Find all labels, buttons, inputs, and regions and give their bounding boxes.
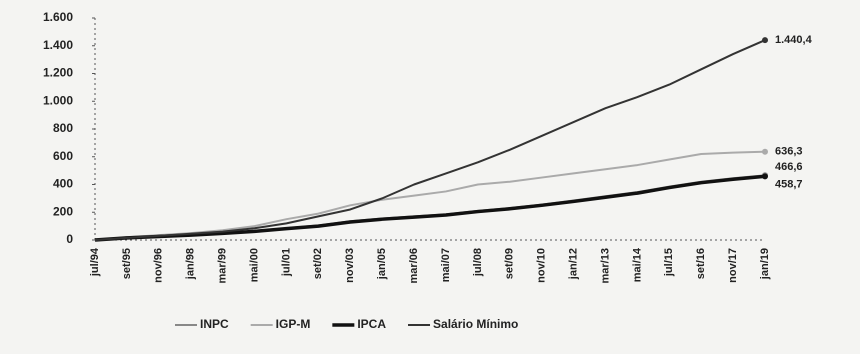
legend-label: IGP-M: [276, 317, 311, 331]
x-tick-label: nov/03: [344, 248, 356, 283]
end-marker: [762, 173, 768, 180]
value-label: 458,7: [775, 178, 803, 190]
y-tick-label: 1.600: [43, 10, 73, 24]
x-tick-label: jan/19: [759, 248, 771, 280]
y-tick-label: 1.200: [43, 66, 73, 80]
y-tick-label: 1.000: [43, 93, 73, 107]
x-tick-label: set/16: [695, 248, 707, 279]
x-tick-label: jan/98: [185, 248, 197, 280]
y-tick-label: 1.400: [43, 38, 73, 52]
x-tick-label: mar/13: [599, 248, 611, 283]
end-marker: [762, 148, 768, 155]
legend-label: Salário Mínimo: [433, 317, 518, 331]
series-line: [94, 174, 766, 242]
series-line: [94, 174, 766, 241]
x-tick-label: jan/05: [376, 248, 388, 280]
x-tick-label: set/95: [121, 248, 133, 279]
series-line: [94, 39, 766, 241]
y-tick-label: 800: [53, 121, 73, 135]
x-tick-label: nov/10: [536, 248, 548, 283]
y-tick-label: 400: [53, 177, 73, 191]
x-tick-label: mar/06: [408, 248, 420, 283]
value-label: 466,6: [775, 161, 803, 173]
x-tick-label: set/09: [504, 248, 516, 279]
y-tick-label: 600: [53, 149, 73, 163]
x-tick-label: mai/07: [440, 248, 452, 282]
y-tick-label: 0: [66, 232, 73, 246]
x-tick-label: jan/12: [567, 248, 579, 280]
x-tick-label: jul/01: [280, 248, 292, 277]
y-tick-label: 200: [53, 204, 73, 218]
x-tick-label: jul/08: [472, 248, 484, 277]
x-tick-label: nov/17: [727, 248, 739, 283]
series-line: [94, 150, 766, 241]
legend-label: IPCA: [357, 317, 386, 331]
legend-label: INPC: [200, 317, 229, 331]
value-label: 636,3: [775, 146, 803, 158]
x-tick-label: mai/00: [248, 248, 260, 282]
x-tick-label: mar/99: [217, 248, 229, 283]
value-label: 1.440,4: [775, 34, 813, 46]
x-tick-label: jul/15: [663, 248, 675, 277]
end-marker: [762, 37, 768, 44]
x-tick-label: nov/96: [153, 248, 165, 283]
x-tick-label: jul/94: [89, 247, 101, 277]
x-tick-label: mai/14: [631, 247, 643, 282]
x-tick-label: set/02: [312, 248, 324, 279]
